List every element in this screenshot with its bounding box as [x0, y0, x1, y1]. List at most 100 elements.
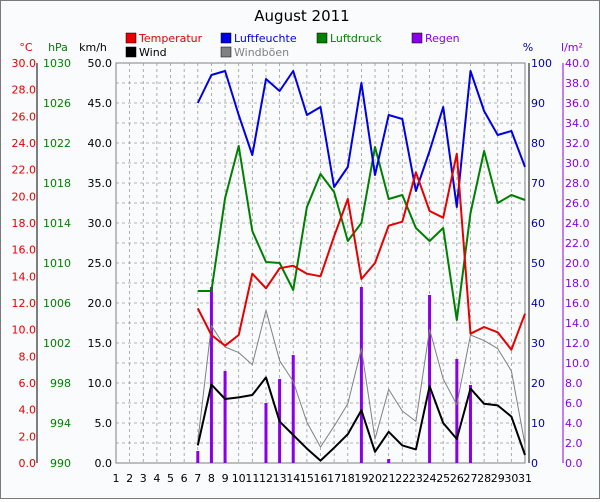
tick-label-pres: 1010: [43, 257, 71, 270]
x-tick-label: 14: [286, 472, 300, 485]
unit-label-temp: °C: [19, 41, 33, 54]
legend-swatch-temp: [125, 32, 137, 44]
tick-label-wind: 30.0: [88, 217, 113, 230]
tick-label-temp: 26.0: [12, 110, 37, 123]
tick-label-wind: 45.0: [88, 97, 113, 110]
unit-label-wind: km/h: [79, 41, 107, 54]
grid: [115, 62, 526, 464]
legend-label-wind: Wind: [139, 46, 167, 59]
tick-label-hum: 50: [531, 257, 545, 270]
tick-label-hum: 0: [531, 457, 538, 470]
legend-label-hum: Luftfeuchte: [234, 32, 297, 45]
x-tick-label: 28: [477, 472, 491, 485]
x-tick-label: 5: [167, 472, 174, 485]
x-tick-label: 30: [504, 472, 518, 485]
tick-label-temp: 16.0: [12, 244, 37, 257]
legend-label-temp: Temperatur: [138, 32, 203, 45]
series-line-wind: [196, 376, 526, 462]
tick-label-pres: 1002: [43, 337, 71, 350]
x-tick-label: 2: [126, 472, 133, 485]
series-line-hum: [196, 70, 526, 208]
tick-label-rain: 2.0: [565, 437, 583, 450]
x-tick-label: 31: [518, 472, 532, 485]
unit-label-rain: l/m²: [561, 41, 583, 54]
tick-label-temp: 2.0: [19, 430, 37, 443]
x-tick-label: 27: [463, 472, 477, 485]
tick-label-pres: 994: [50, 417, 71, 430]
x-tick-label: 9: [222, 472, 229, 485]
tick-label-temp: 6.0: [19, 377, 37, 390]
series-line-gust: [197, 309, 526, 448]
x-tick-label: 7: [194, 472, 201, 485]
legend-swatch-pres: [316, 32, 328, 44]
tick-label-rain: 16.0: [565, 297, 590, 310]
tick-label-rain: 38.0: [565, 77, 590, 90]
rain-bar-day-24: [428, 295, 432, 463]
tick-label-rain: 18.0: [565, 277, 590, 290]
tick-label-wind: 15.0: [88, 337, 113, 350]
x-axis: 1 2 3 4 5 6 7 8 9 10 11 12 13 14 15 16 17 18 19 20 21 22 23 24 2…: [113, 472, 533, 485]
tick-label-rain: 10.0: [565, 357, 590, 370]
tick-label-rain: 36.0: [565, 97, 590, 110]
tick-label-temp: 4.0: [19, 404, 37, 417]
tick-label-temp: 0.0: [19, 457, 37, 470]
tick-label-rain: 24.0: [565, 217, 590, 230]
x-tick-label: 25: [436, 472, 450, 485]
tick-label-rain: 20.0: [565, 257, 590, 270]
tick-label-rain: 8.0: [565, 377, 583, 390]
rain-bar-day-7: [196, 451, 200, 463]
x-tick-label: 15: [300, 472, 314, 485]
tick-label-hum: 90: [531, 97, 545, 110]
tick-label-temp: 12.0: [12, 297, 37, 310]
tick-label-temp: 20.0: [12, 190, 37, 203]
tick-label-pres: 1026: [43, 97, 71, 110]
tick-label-temp: 22.0: [12, 164, 37, 177]
tick-label-temp: 28.0: [12, 84, 37, 97]
tick-label-temp: 10.0: [12, 324, 37, 337]
tick-label-hum: 40: [531, 297, 545, 310]
rain-bar-day-9: [223, 371, 227, 463]
tick-label-temp: 14.0: [12, 270, 37, 283]
tick-label-rain: 4.0: [565, 417, 583, 430]
tick-label-pres: 998: [50, 377, 71, 390]
x-tick-label: 12: [259, 472, 273, 485]
tick-label-rain: 0.0: [565, 457, 583, 470]
x-tick-label: 21: [382, 472, 396, 485]
legend-label-gust: Windböen: [234, 46, 289, 59]
x-tick-label: 19: [354, 472, 368, 485]
tick-label-rain: 34.0: [565, 117, 590, 130]
legend-swatch-wind: [125, 46, 137, 58]
legend-label-pres: Luftdruck: [330, 32, 382, 45]
tick-label-hum: 70: [531, 177, 545, 190]
rain-bar-day-8: [209, 287, 213, 463]
x-tick-label: 3: [140, 472, 147, 485]
unit-label-hum: %: [523, 41, 533, 54]
tick-label-rain: 14.0: [565, 317, 590, 330]
tick-label-pres: 1022: [43, 137, 71, 150]
rain-bar-day-19: [359, 287, 363, 463]
tick-label-temp: 30.0: [12, 57, 37, 70]
tick-label-wind: 20.0: [88, 297, 113, 310]
tick-label-wind: 35.0: [88, 177, 113, 190]
x-tick-label: 4: [153, 472, 160, 485]
right-axes: 0 10 20 30 40 50 60 70 80 90 100 0.0 2.0 4.0 6.0 8.0 10.…: [528, 57, 590, 470]
x-tick-label: 10: [232, 472, 246, 485]
tick-label-wind: 5.0: [95, 417, 113, 430]
tick-label-wind: 10.0: [88, 377, 113, 390]
tick-label-rain: 12.0: [565, 337, 590, 350]
tick-label-hum: 60: [531, 217, 545, 230]
tick-label-pres: 1014: [43, 217, 71, 230]
legend-label-rain: Regen: [425, 32, 460, 45]
x-tick-label: 24: [423, 472, 437, 485]
tick-label-hum: 20: [531, 377, 545, 390]
tick-label-hum: 30: [531, 337, 545, 350]
unit-label-pres: hPa: [48, 41, 68, 54]
x-tick-label: 26: [450, 472, 464, 485]
series-lines: [196, 70, 526, 462]
x-tick-label: 18: [341, 472, 355, 485]
x-tick-label: 1: [113, 472, 120, 485]
legend: Temperatur Luftfeuchte Luftdruck Regen Wind W…: [125, 32, 460, 59]
tick-label-pres: 1030: [43, 57, 71, 70]
tick-label-wind: 0.0: [95, 457, 113, 470]
